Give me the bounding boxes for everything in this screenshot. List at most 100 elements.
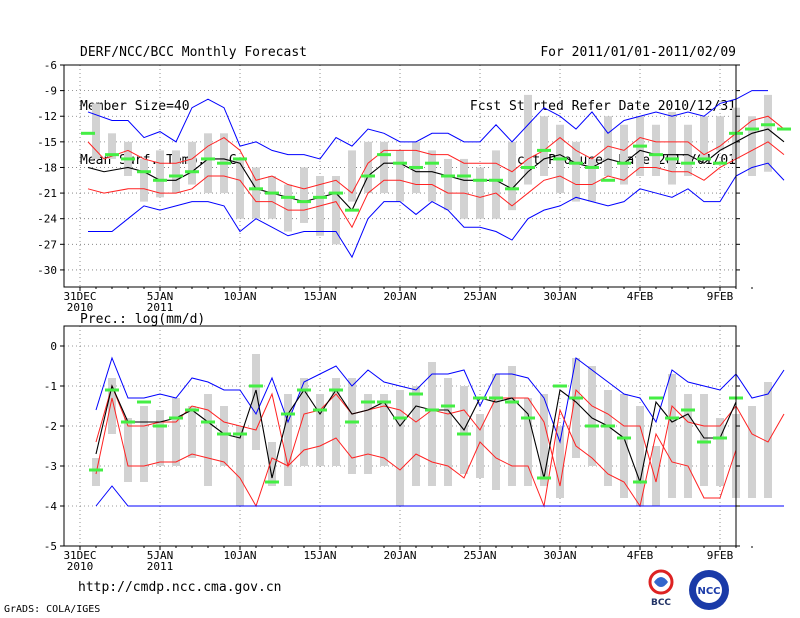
spread-bar	[92, 103, 100, 159]
ensemble-mean-marker	[201, 420, 215, 424]
spread-bar	[236, 426, 244, 506]
spread-bar	[492, 374, 500, 490]
ensemble-mean-marker	[713, 436, 727, 440]
y-tick-label: -24	[37, 213, 57, 226]
x-tick-label: 9FEB	[707, 290, 734, 303]
ensemble-mean-marker	[697, 440, 711, 444]
y-tick-label: -21	[37, 187, 57, 200]
spread-bar	[508, 366, 516, 486]
spread-bar	[380, 141, 388, 194]
spread-bar	[540, 116, 548, 176]
ensemble-mean-marker	[89, 468, 103, 472]
ensemble-mean-marker	[217, 161, 231, 165]
x-tick-label: 20JAN	[383, 290, 416, 303]
spread-bar	[460, 158, 468, 219]
ensemble-mean-marker	[505, 187, 519, 191]
spread-bar	[172, 150, 180, 194]
ensemble-mean-marker	[617, 436, 631, 440]
spread-bar	[476, 167, 484, 219]
spread-bar	[252, 167, 260, 219]
x-tick-label: 30JAN	[543, 290, 576, 303]
x-tick-year-label: 2010	[67, 560, 94, 573]
y-tick-label: -3	[44, 460, 57, 473]
start-refer-date: Fcst Started Refer Date 2010/12/31	[469, 99, 736, 114]
x-tick-label: 15JAN	[303, 290, 336, 303]
ensemble-mean-marker	[105, 153, 119, 157]
spread-bar	[604, 390, 612, 486]
x-tick-label: 5JAN	[147, 290, 174, 303]
spread-bar	[172, 398, 180, 466]
spread-bar	[524, 398, 532, 486]
spread-bar	[716, 418, 724, 486]
y-tick-label: -5	[44, 540, 57, 553]
chart-main-title: DERF/NCC/BCC Monthly Forecast	[80, 45, 307, 60]
spread-bar	[364, 141, 372, 194]
series-upper-line	[87, 115, 785, 194]
ensemble-mean-marker	[297, 388, 311, 392]
spread-bar	[748, 406, 756, 498]
spread-bar	[652, 446, 660, 506]
ensemble-mean-marker	[361, 174, 375, 178]
source-url[interactable]: http://cmdp.ncc.cma.gov.cn	[78, 580, 282, 595]
ensemble-mean-marker	[249, 384, 263, 388]
ensemble-mean-marker	[137, 170, 151, 174]
ensemble-mean-marker	[761, 123, 775, 127]
spread-bar	[764, 94, 772, 172]
y-tick-label: -4	[44, 500, 58, 513]
ensemble-mean-marker	[185, 408, 199, 412]
ensemble-mean-marker	[697, 157, 711, 161]
spread-bar	[284, 184, 292, 232]
ensemble-mean-marker	[569, 396, 583, 400]
ensemble-mean-marker	[521, 416, 535, 420]
spread-bar	[252, 354, 260, 450]
ensemble-mean-marker	[537, 148, 551, 152]
spread-bar	[700, 116, 708, 159]
ensemble-mean-marker	[345, 420, 359, 424]
x-tick-label: 5JAN	[147, 549, 174, 562]
spread-bar	[348, 378, 356, 474]
series-max-line	[87, 90, 768, 160]
spread-bar	[508, 141, 516, 211]
spread-bar	[284, 394, 292, 486]
ensemble-mean-marker	[201, 157, 215, 161]
ensemble-mean-marker	[393, 161, 407, 165]
x-tick-year-label: 2011	[147, 560, 174, 573]
ensemble-mean-marker	[313, 195, 327, 199]
spread-bar	[540, 394, 548, 486]
spread-bar	[684, 124, 692, 176]
ensemble-mean-marker	[665, 416, 679, 420]
ensemble-mean-marker	[457, 432, 471, 436]
spread-bar	[332, 378, 340, 466]
ensemble-mean-marker	[377, 400, 391, 404]
ensemble-mean-marker	[137, 400, 151, 404]
ensemble-mean-marker	[649, 396, 663, 400]
ensemble-mean-marker	[665, 157, 679, 161]
spread-bar	[428, 362, 436, 486]
ensemble-mean-marker	[121, 157, 135, 161]
spread-bar	[348, 150, 356, 202]
series-max-line	[95, 356, 785, 444]
spread-bar	[220, 406, 228, 466]
spread-bar	[140, 406, 148, 482]
spread-bar	[364, 394, 372, 474]
ensemble-mean-marker	[537, 476, 551, 480]
series-lower-line	[87, 141, 785, 229]
ensemble-mean-marker	[441, 174, 455, 178]
spread-bar	[140, 158, 148, 202]
spread-bar	[588, 158, 596, 202]
spread-bar	[492, 150, 500, 219]
y-tick-label: -30	[37, 264, 57, 277]
ensemble-mean-marker	[233, 432, 247, 436]
member-size-label: Member Size=40	[80, 99, 190, 114]
x-tick-label: 10JAN	[223, 290, 256, 303]
spread-bar	[188, 406, 196, 458]
ensemble-mean-marker	[601, 178, 615, 182]
ensemble-mean-marker	[681, 161, 695, 165]
ensemble-mean-marker	[633, 480, 647, 484]
ensemble-mean-marker	[521, 165, 535, 169]
ensemble-mean-marker	[633, 144, 647, 148]
y-tick-label: -1	[44, 380, 57, 393]
x-tick-year-label: 2010	[67, 301, 94, 314]
spread-bar	[380, 394, 388, 466]
spread-bar	[572, 141, 580, 202]
